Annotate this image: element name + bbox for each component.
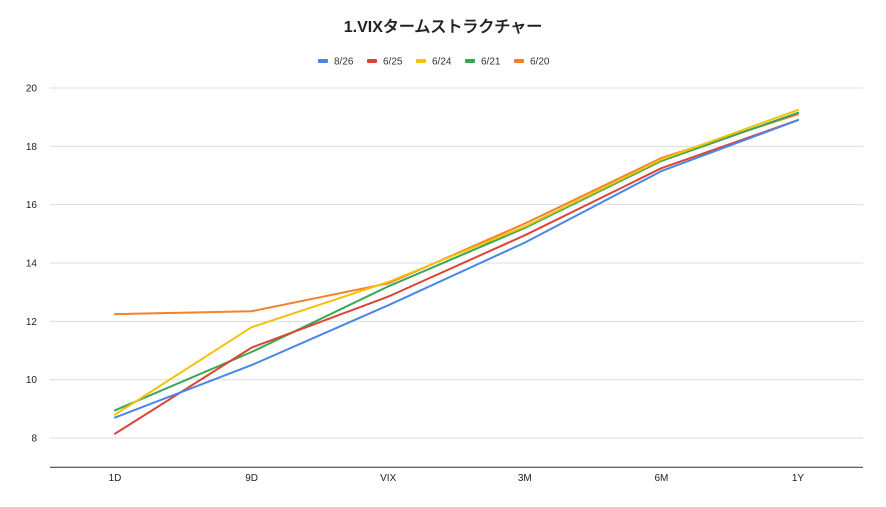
y-tick-label: 8	[31, 434, 37, 445]
y-tick-label: 20	[26, 84, 38, 95]
x-tick-label: 3M	[518, 473, 532, 484]
legend-item[interactable]: 6/21	[465, 57, 501, 68]
x-axis: 1D 9D VIX 3M 6M 1Y	[109, 473, 805, 484]
legend-item[interactable]: 6/25	[367, 57, 403, 68]
grid	[50, 87, 863, 468]
series-line	[114, 113, 799, 316]
chart-title: 1.VIXタームストラクチャー	[344, 18, 543, 36]
legend-item[interactable]: 8/26	[318, 57, 354, 68]
legend-swatch	[514, 59, 524, 63]
y-tick-label: 14	[26, 259, 38, 270]
series-line	[114, 108, 799, 416]
legend-swatch	[416, 59, 426, 63]
legend-item[interactable]: 6/24	[416, 57, 452, 68]
series-line	[114, 119, 799, 435]
legend-swatch	[367, 59, 377, 63]
y-tick-label: 18	[26, 142, 38, 153]
legend-swatch	[318, 59, 328, 63]
x-tick-label: 6M	[654, 473, 668, 484]
y-tick-label: 16	[26, 200, 38, 211]
series-lines	[114, 108, 799, 435]
legend-item[interactable]: 6/20	[514, 57, 550, 68]
legend-label: 8/26	[334, 57, 354, 68]
legend-label: 6/21	[481, 57, 501, 68]
legend: 8/26 6/25 6/24 6/21 6/20	[318, 57, 550, 68]
series-line	[114, 119, 799, 419]
legend-swatch	[465, 59, 475, 63]
legend-label: 6/20	[530, 57, 550, 68]
y-tick-label: 12	[26, 317, 38, 328]
x-tick-label: 1Y	[792, 473, 805, 484]
legend-label: 6/25	[383, 57, 403, 68]
y-tick-label: 10	[26, 375, 38, 386]
x-tick-label: 1D	[109, 473, 122, 484]
x-tick-label: VIX	[380, 473, 396, 484]
x-tick-label: 9D	[245, 473, 258, 484]
legend-label: 6/24	[432, 57, 452, 68]
y-axis: 8 10 12 14 16 18 20	[26, 84, 38, 445]
